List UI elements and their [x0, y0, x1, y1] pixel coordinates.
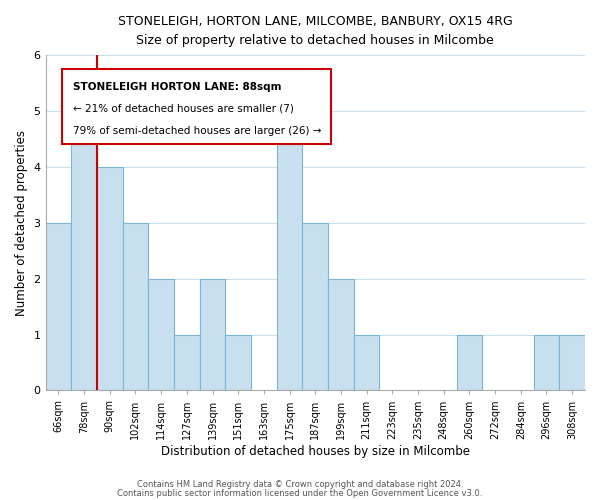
Bar: [122, 223, 148, 390]
Y-axis label: Number of detached properties: Number of detached properties: [15, 130, 28, 316]
Bar: [277, 111, 302, 390]
Bar: [533, 334, 559, 390]
Text: ← 21% of detached houses are smaller (7): ← 21% of detached houses are smaller (7): [73, 104, 293, 114]
Bar: [71, 111, 97, 390]
Title: STONELEIGH, HORTON LANE, MILCOMBE, BANBURY, OX15 4RG
Size of property relative t: STONELEIGH, HORTON LANE, MILCOMBE, BANBU…: [118, 15, 512, 47]
Bar: [46, 223, 71, 390]
Bar: [148, 278, 174, 390]
Text: Contains HM Land Registry data © Crown copyright and database right 2024.: Contains HM Land Registry data © Crown c…: [137, 480, 463, 489]
Bar: [328, 278, 354, 390]
Text: Contains public sector information licensed under the Open Government Licence v3: Contains public sector information licen…: [118, 490, 482, 498]
Text: STONELEIGH HORTON LANE: 88sqm: STONELEIGH HORTON LANE: 88sqm: [73, 82, 281, 92]
Bar: [200, 278, 226, 390]
Text: 79% of semi-detached houses are larger (26) →: 79% of semi-detached houses are larger (…: [73, 126, 321, 136]
Bar: [457, 334, 482, 390]
Bar: [559, 334, 585, 390]
Bar: [97, 167, 122, 390]
FancyBboxPatch shape: [62, 68, 331, 144]
X-axis label: Distribution of detached houses by size in Milcombe: Distribution of detached houses by size …: [161, 444, 470, 458]
Bar: [226, 334, 251, 390]
Bar: [354, 334, 379, 390]
Bar: [174, 334, 200, 390]
Bar: [302, 223, 328, 390]
